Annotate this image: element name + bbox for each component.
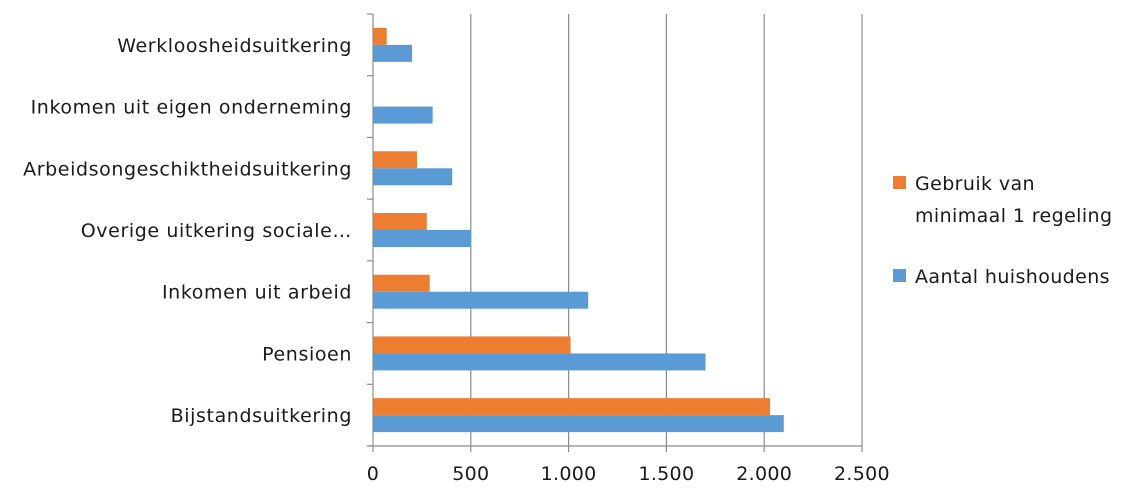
category-label: Bijstandsuitkering [171,405,352,427]
bar-huishoudens-3 [373,230,471,247]
x-tick-label: 500 [452,463,489,485]
bar-gebruik-6 [373,398,771,416]
bar-gebruik-3 [373,213,427,230]
category-label: Pensioen [262,343,352,365]
bar-gebruik-2 [373,151,418,169]
legend-swatch-huishoudens [893,269,906,282]
category-label: Inkomen uit eigen onderneming [31,97,352,119]
bar-huishoudens-6 [373,415,784,433]
x-tick-label: 1.000 [541,463,597,485]
bar-gebruik-0 [373,27,387,45]
category-label: Overige uitkering sociale… [81,220,352,242]
x-tick-labels: 0 500 1.000 1.500 2.000 2.500 [367,463,890,485]
x-tick-label: 2.500 [834,463,890,485]
bar-gebruik-5 [373,336,571,354]
axes [367,13,863,452]
legend-label-gebruik: Gebruik van [915,173,1035,195]
bar-gebruik-4 [373,274,430,292]
legend: Gebruik van minimaal 1 regeling Aantal hui… [893,173,1112,288]
bar-huishoudens-5 [373,353,706,371]
legend-label-gebruik: minimaal 1 regeling [915,205,1112,227]
category-labels: Werkloosheidsuitkering Inkomen uit eigen … [23,35,352,427]
legend-label-huishoudens: Aantal huishoudens [915,266,1110,288]
category-label: Inkomen uit arbeid [162,282,352,304]
x-tick-label: 2.000 [736,463,792,485]
bar-huishoudens-4 [373,291,589,309]
bar-huishoudens-2 [373,168,453,186]
legend-swatch-gebruik [893,176,906,189]
bars [373,27,784,433]
x-tick-label: 0 [367,463,379,485]
bar-huishoudens-1 [373,106,433,124]
category-label: Werkloosheidsuitkering [117,35,352,57]
gridlines [470,14,863,446]
x-tick-label: 1.500 [638,463,694,485]
category-label: Arbeidsongeschiktheidsuitkering [23,158,352,180]
bar-huishoudens-0 [373,44,413,62]
